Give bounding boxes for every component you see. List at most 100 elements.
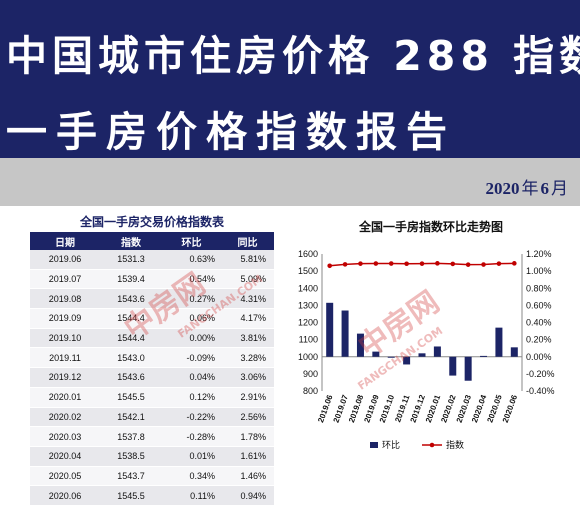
- table-row: 2019.06 1531.3 0.63% 5.81%: [30, 250, 274, 270]
- cell-mom: 0.01%: [162, 446, 221, 467]
- cell-date: 2019.08: [30, 288, 100, 310]
- x-tick-label: 2020.06: [501, 393, 520, 424]
- cell-date: 2019.11: [30, 347, 100, 369]
- index-table-panel: 全国一手房交易价格指数表 日期 指数 环比 同比 2019.06 1531.3 0.…: [30, 212, 274, 506]
- right-tick-label: 1.00%: [526, 266, 552, 276]
- right-tick-label: 0.60%: [526, 300, 552, 310]
- right-tick-label: 0.20%: [526, 335, 552, 345]
- cell-date: 2020.03: [30, 426, 100, 447]
- cell-yoy: 1.46%: [221, 466, 274, 487]
- cell-mom: 0.11%: [162, 485, 221, 506]
- cell-index: 1543.0: [100, 347, 162, 369]
- cell-index: 1545.5: [100, 485, 162, 506]
- cell-yoy: 1.61%: [221, 446, 274, 467]
- bar-mom: [510, 347, 518, 357]
- table-row: 2019.09 1544.4 0.06% 4.17%: [30, 308, 274, 329]
- cell-index: 1543.7: [100, 466, 162, 487]
- bar-mom: [449, 356, 457, 376]
- table-title: 全国一手房交易价格指数表: [79, 215, 224, 229]
- left-tick-label: 1400: [298, 283, 318, 293]
- cell-index: 1545.5: [100, 387, 162, 408]
- bar-mom: [433, 346, 441, 357]
- cell-mom: 0.12%: [162, 387, 221, 408]
- date-bar: 2020 年 6 月: [0, 158, 580, 206]
- point-index: [358, 261, 363, 266]
- cell-yoy: 5.81%: [221, 250, 274, 270]
- right-tick-label: -0.20%: [526, 369, 555, 379]
- bar-mom: [495, 327, 503, 357]
- cell-yoy: 4.17%: [221, 308, 274, 329]
- point-index: [496, 261, 502, 266]
- cell-index: 1539.4: [100, 269, 162, 290]
- trend-chart: 800 900 1000 1100 1200 1300 1400 1500 1600 -0.40%…: [298, 249, 555, 450]
- left-tick-label: 800: [303, 386, 318, 396]
- right-tick-label: -0.40%: [526, 386, 555, 396]
- cell-mom: 0.34%: [162, 466, 221, 487]
- table-row: 2020.03 1537.8 -0.28% 1.78%: [30, 426, 274, 447]
- point-index: [327, 263, 332, 269]
- cell-date: 2020.02: [30, 407, 100, 428]
- cell-mom: -0.28%: [162, 426, 221, 447]
- point-index: [435, 261, 440, 266]
- cell-mom: 0.54%: [162, 269, 221, 290]
- cell-index: 1537.8: [100, 426, 162, 447]
- cell-yoy: 2.56%: [221, 407, 274, 428]
- cell-date: 2020.01: [30, 387, 100, 408]
- table-row: 2019.07 1539.4 0.54% 5.09%: [30, 269, 274, 290]
- bar-mom: [480, 355, 488, 357]
- right-tick-label: 0.00%: [526, 352, 552, 362]
- table-row: 2020.02 1542.1 -0.22% 2.56%: [30, 407, 274, 428]
- point-index: [404, 261, 409, 267]
- cell-mom: -0.09%: [162, 347, 221, 369]
- right-tick-label: 1.20%: [526, 249, 552, 259]
- bar-mom: [356, 333, 364, 357]
- table-row: 2019.08 1543.6 0.27% 4.31%: [30, 288, 274, 310]
- right-tick-label: 0.40%: [526, 318, 552, 328]
- cell-date: 2019.07: [30, 269, 100, 290]
- legend-swatch-mom: [370, 442, 378, 448]
- point-index: [388, 261, 394, 266]
- cell-date: 2020.04: [30, 446, 100, 467]
- cell-index: 1538.5: [100, 446, 162, 467]
- cell-yoy: 0.94%: [221, 485, 274, 506]
- col-header-mom: 环比: [162, 232, 221, 250]
- bar-mom: [403, 356, 411, 365]
- table-row: 2019.10 1544.4 0.00% 3.81%: [30, 328, 274, 349]
- cell-yoy: 4.31%: [221, 288, 274, 310]
- cell-mom: 0.06%: [162, 308, 221, 329]
- table-row: 2019.12 1543.6 0.04% 3.06%: [30, 367, 274, 388]
- report-title-line2: 一手房价格指数报告: [6, 108, 456, 156]
- left-tick-label: 1100: [299, 335, 318, 345]
- date-month-unit: 月: [551, 179, 568, 199]
- bar-mom: [387, 356, 395, 358]
- bar-mom: [341, 310, 349, 357]
- point-index: [512, 261, 517, 266]
- cell-yoy: 2.91%: [221, 387, 274, 408]
- cell-mom: -0.22%: [162, 407, 221, 428]
- cell-date: 2019.10: [30, 328, 100, 349]
- cell-mom: 0.63%: [162, 250, 221, 270]
- bar-mom: [372, 351, 380, 357]
- cell-yoy: 5.09%: [221, 269, 274, 290]
- cell-index: 1542.1: [100, 407, 162, 428]
- col-header-index: 指数: [100, 232, 162, 250]
- point-index: [373, 261, 379, 266]
- report-date: 2020 年 6 月: [486, 174, 571, 199]
- cell-yoy: 1.78%: [221, 426, 274, 447]
- cell-yoy: 3.81%: [221, 328, 274, 349]
- left-tick-label: 1000: [298, 352, 318, 362]
- table-row: 2020.05 1543.7 0.34% 1.46%: [30, 466, 274, 487]
- cell-index: 1544.4: [100, 308, 162, 329]
- report-title-line1: 中国城市住房价格 288 指数: [6, 32, 580, 80]
- left-tick-label: 1300: [298, 300, 318, 310]
- date-year: 2020: [485, 179, 520, 198]
- table-header-row: 日期 指数 环比 同比: [30, 232, 274, 250]
- legend-swatch-index-dot: [429, 442, 435, 448]
- header-banner: 中国城市住房价格 288 指数 一手房价格指数报告: [0, 0, 580, 158]
- table-row: 2020.06 1545.5 0.11% 0.94%: [30, 485, 274, 506]
- cell-date: 2019.06: [30, 250, 100, 270]
- cell-index: 1531.3: [100, 250, 162, 270]
- date-year-unit: 年: [521, 179, 539, 199]
- left-tick-label: 1500: [298, 266, 318, 276]
- right-tick-label: 0.80%: [526, 283, 552, 293]
